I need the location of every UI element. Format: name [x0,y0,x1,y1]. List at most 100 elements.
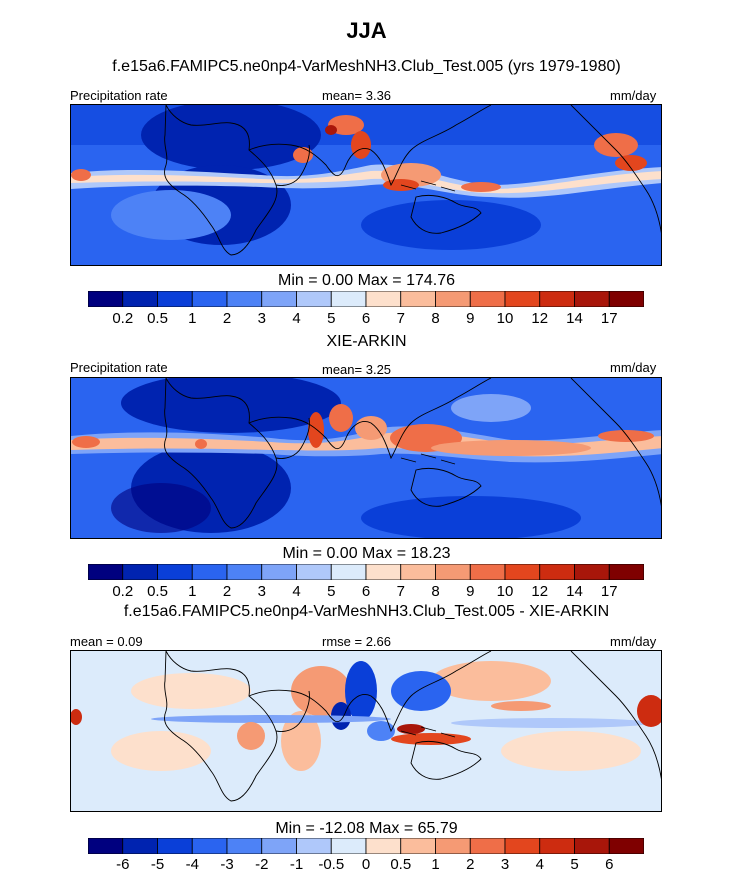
colorbar-tick-label: 0.5 [147,583,168,600]
colorbar-tick-label: 0.5 [390,856,412,873]
colorbar-tick-label: -5 [150,856,165,873]
colorbar-tick-label: 1 [188,583,197,600]
colorbar-tick-label: 3 [257,310,266,327]
figure-title: JJA [346,18,387,43]
colorbar-tick-label: 12 [531,583,549,600]
colorbar-tick-label: 9 [466,310,475,327]
colorbar-tick-label: 0.2 [112,310,134,327]
panel-2-subtitle: XIE-ARKIN [326,333,407,350]
colorbar-tick-label: 7 [396,583,405,600]
colorbar-tick-label: 1 [188,310,197,327]
colorbar-tick-label: 4 [535,856,544,873]
colorbar-box [539,838,575,854]
panel-1-units-label: mm/day [610,88,657,103]
colorbar-tick-label: 5 [570,856,579,873]
colorbar-box [435,564,471,580]
colorbar-tick-label: 6 [361,583,371,600]
panel-2-variable-label: Precipitation rate [70,360,168,375]
panel-2-map-svg [71,378,661,538]
colorbar-box [88,564,124,580]
panel-3-map [70,650,662,812]
panel-2-colorbar-labels: 0.2 0.5 1 2 3 4 5 6 7 8 9 10 12 14 17 [88,583,644,601]
colorbar-tick-label: 5 [327,583,336,600]
colorbar-box [365,838,402,854]
colorbar-tick-label: 10 [496,310,514,327]
colorbar-box [226,564,263,580]
colorbar-tick-label: 1 [431,856,440,873]
colorbar-box [608,564,644,580]
colorbar-box [608,291,644,307]
panel-1-map-svg [71,105,661,265]
colorbar-box [504,291,541,307]
panel-3-subtitle: f.e15a6.FAMIPC5.ne0np4-VarMeshNH3.Club_T… [123,603,610,620]
panel-3-mean-label: mean = 0.09 [70,634,143,649]
colorbar-box [157,291,193,307]
panel-2-map [70,377,662,539]
colorbar-box [88,838,124,854]
panel-3-colorbar-labels: -6 -5 -4 -3 -2 -1 -0.5 0 0.5 1 2 3 4 5 6 [88,856,644,874]
colorbar-box [226,291,263,307]
colorbar-box [435,838,471,854]
colorbar-tick-label: -3 [220,856,234,873]
colorbar-tick-label: 7 [396,310,405,327]
colorbar-tick-label: 17 [600,310,618,327]
colorbar-box [608,838,644,854]
colorbar-tick-label: 2 [222,310,232,327]
colorbar-box [330,564,367,580]
colorbar-box [157,564,193,580]
colorbar-tick-label: -0.5 [318,856,345,873]
panel-1-colorbar [88,291,644,307]
colorbar-box [226,838,263,854]
colorbar-tick-label: 4 [292,583,301,600]
colorbar-box [574,838,610,854]
colorbar-tick-label: -1 [289,856,304,873]
colorbar-tick-label: 14 [566,310,583,327]
colorbar-box [261,291,297,307]
colorbar-box [504,564,541,580]
colorbar-box [539,564,575,580]
colorbar-tick-label: 3 [257,583,266,600]
colorbar-tick-label: 3 [500,856,510,873]
colorbar-tick-label: 10 [496,583,514,600]
colorbar-tick-label: 0 [361,856,371,873]
colorbar-tick-label: 9 [466,583,475,600]
panel-3-colorbar [88,838,644,854]
colorbar-box [261,838,297,854]
colorbar-box [122,564,158,580]
panel-1-minmax: Min = 0.00 Max = 174.76 [278,272,455,289]
colorbar-box [296,291,332,307]
colorbar-tick-label: -2 [255,856,269,873]
colorbar-box [469,291,506,307]
colorbar-tick-label: 8 [431,583,440,600]
colorbar-box [469,838,506,854]
panel-3-units-label: mm/day [610,634,657,649]
panel-3-rmse-label: rmse = 2.66 [322,634,392,649]
colorbar-box [539,291,575,307]
panel-1-variable-label: Precipitation rate [70,88,168,103]
colorbar-box [574,564,610,580]
colorbar-tick-label: 2 [222,583,232,600]
panel-2-units-label: mm/day [610,360,657,375]
colorbar-box [191,838,228,854]
panel-1-mean-label: mean= 3.36 [322,88,392,103]
panel-2-minmax: Min = 0.00 Max = 18.23 [282,545,451,562]
colorbar-tick-label: 4 [292,310,301,327]
colorbar-box [574,291,610,307]
colorbar-box [504,838,541,854]
colorbar-tick-label: -6 [116,856,130,873]
colorbar-tick-label: 12 [531,310,549,327]
panel-2-colorbar [88,564,644,580]
colorbar-box [191,291,228,307]
colorbar-box [365,291,402,307]
colorbar-box [157,838,193,854]
panel-1-subtitle: f.e15a6.FAMIPC5.ne0np4-VarMeshNH3.Club_T… [112,58,621,75]
colorbar-box [88,291,124,307]
colorbar-box [400,291,436,307]
colorbar-tick-label: 0.2 [112,583,134,600]
colorbar-box [296,564,332,580]
colorbar-tick-label: 17 [600,583,618,600]
colorbar-box [435,291,471,307]
colorbar-tick-label: 8 [431,310,440,327]
colorbar-box [330,838,367,854]
colorbar-box [261,564,297,580]
